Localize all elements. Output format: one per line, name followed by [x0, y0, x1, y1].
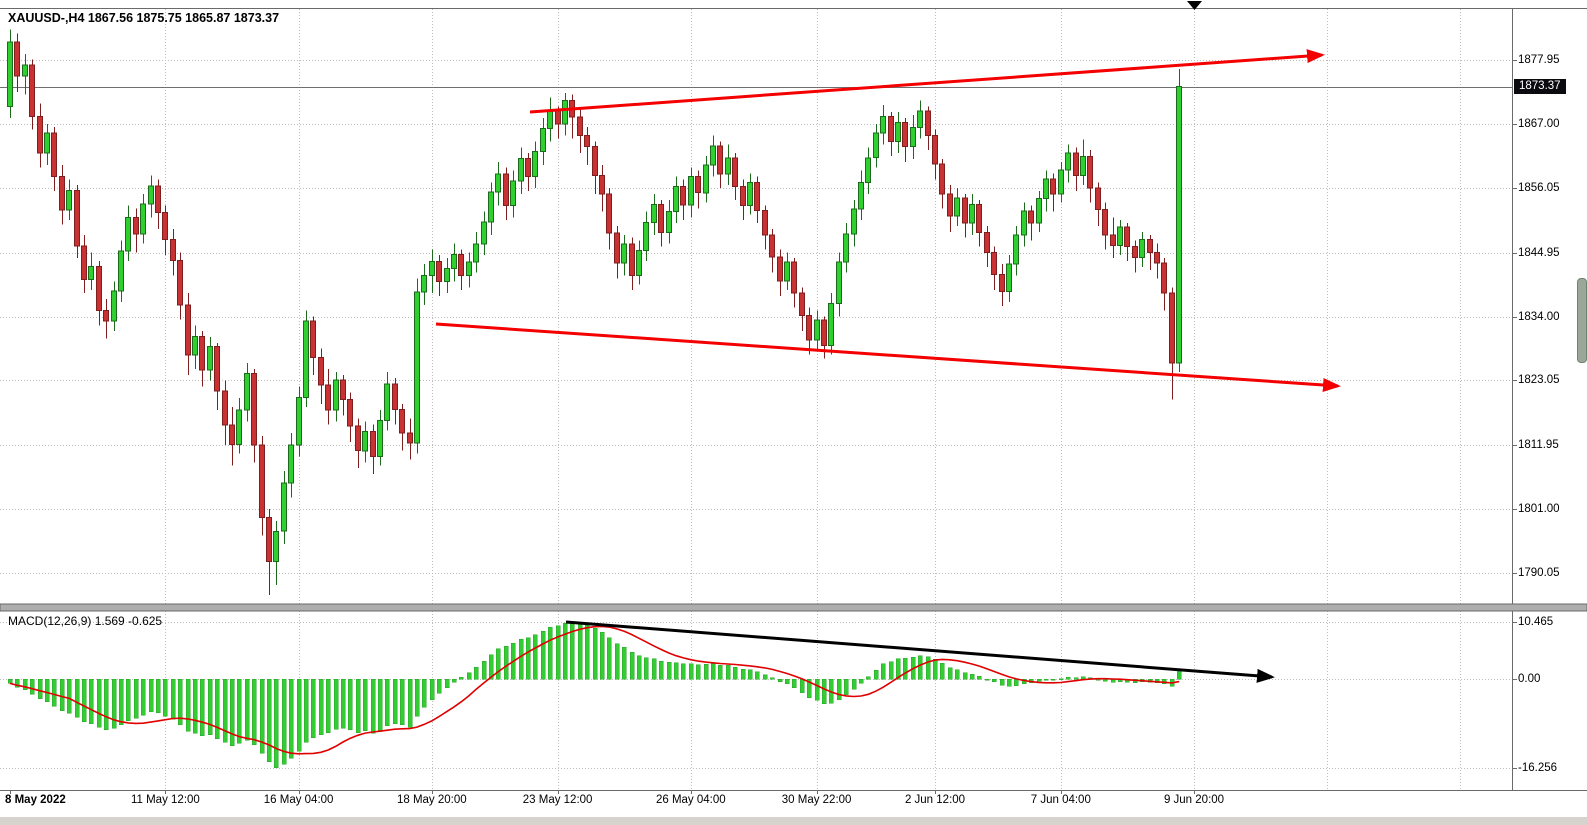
macd-tick-label: 10.465	[1518, 615, 1554, 628]
time-tick-label: 23 May 12:00	[522, 794, 593, 806]
price-tick-label: 1834.00	[1518, 310, 1560, 323]
price-tick-label: 1790.05	[1518, 567, 1560, 579]
time-tick-label: 30 May 22:00	[781, 794, 852, 806]
time-tick-label: 11 May 12:00	[130, 794, 200, 806]
current-price-label: 1873.37	[1514, 78, 1566, 94]
time-tick-label: 8 May 2022	[5, 794, 66, 806]
time-tick-label: 9 Jun 20:00	[1163, 794, 1225, 806]
price-tick-label: 1856.05	[1518, 181, 1560, 194]
time-tick-label: 7 Jun 04:00	[1030, 794, 1091, 806]
scrollbar-thumb[interactable]	[1577, 278, 1587, 363]
chart-shift-marker-icon[interactable]	[1187, 1, 1202, 10]
macd-histogram	[7, 621, 1182, 768]
candlestick-series	[7, 29, 1182, 595]
panel-divider[interactable]	[0, 603, 1587, 612]
chart-frame	[0, 8, 1587, 794]
time-tick-label: 2 Jun 12:00	[904, 794, 966, 806]
time-tick-label: 26 May 04:00	[655, 794, 726, 806]
price-tick-label: 1801.00	[1518, 503, 1560, 516]
price-tick-label: 1867.00	[1518, 117, 1560, 130]
macd-tick-label: -16.256	[1518, 761, 1558, 774]
price-tick-label: 1811.95	[1518, 439, 1559, 452]
macd-tick-label: 0.00	[1518, 673, 1541, 685]
upper-resistance-arrow[interactable]	[529, 49, 1325, 114]
price-tick-label: 1877.95	[1518, 54, 1560, 66]
macd-signal-line	[9, 625, 1180, 755]
price-tick-label: 1823.05	[1518, 374, 1560, 387]
price-tick-label: 1844.95	[1518, 246, 1560, 259]
macd-divergence-arrow[interactable]	[565, 620, 1275, 683]
lower-support-arrow[interactable]	[435, 322, 1341, 392]
time-tick-label: 18 May 20:00	[396, 794, 467, 806]
symbol-quote-title: XAUUSD-,H4 1867.56 1875.75 1865.87 1873.…	[8, 11, 280, 25]
window-bottom-edge	[0, 817, 1587, 825]
time-tick-label: 16 May 04:00	[263, 794, 334, 806]
macd-indicator-label: MACD(12,26,9) 1.569 -0.625	[8, 614, 163, 628]
